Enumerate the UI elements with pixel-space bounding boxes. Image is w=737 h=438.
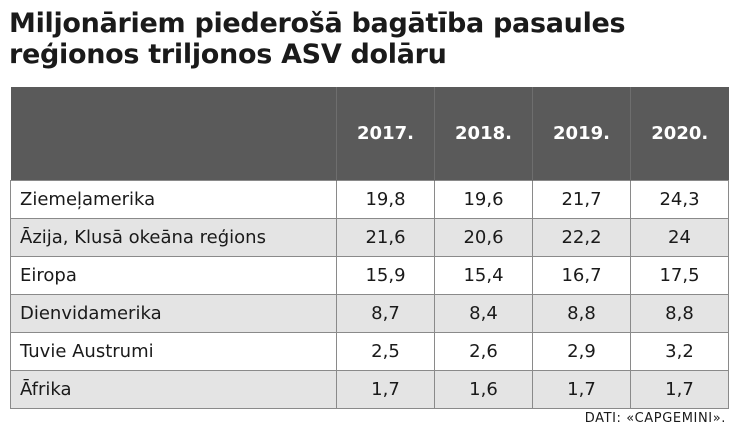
value-cell: 3,2	[630, 332, 729, 371]
value-cell: 15,9	[336, 256, 435, 295]
region-cell: Āfrika	[10, 370, 337, 409]
value-cell: 20,6	[434, 218, 533, 257]
value-cell: 2,9	[532, 332, 631, 371]
value-cell: 24	[630, 218, 729, 257]
value-cell: 1,6	[434, 370, 533, 409]
value-cell: 2,5	[336, 332, 435, 371]
value-cell: 19,6	[434, 180, 533, 219]
table-row: Āfrika 1,7 1,6 1,7 1,7	[10, 370, 729, 409]
table-row: Ziemeļamerika 19,8 19,6 21,7 24,3	[10, 180, 729, 219]
header-year-2020: 2020.	[630, 87, 729, 181]
value-cell: 16,7	[532, 256, 631, 295]
value-cell: 19,8	[336, 180, 435, 219]
value-cell: 21,6	[336, 218, 435, 257]
chart-title-line-1: Miljonāriem piederošā bagātība pasaules	[9, 8, 626, 39]
wealth-table: 2017. 2018. 2019. 2020. Ziemeļamerika 19…	[10, 87, 729, 409]
value-cell: 8,7	[336, 294, 435, 333]
table-row: Eiropa 15,9 15,4 16,7 17,5	[10, 256, 729, 295]
table-row: Āzija, Klusā okeāna reģions 21,6 20,6 22…	[10, 218, 729, 257]
value-cell: 8,4	[434, 294, 533, 333]
region-cell: Dienvidamerika	[10, 294, 337, 333]
table-row: Tuvie Austrumi 2,5 2,6 2,9 3,2	[10, 332, 729, 371]
value-cell: 24,3	[630, 180, 729, 219]
value-cell: 2,6	[434, 332, 533, 371]
region-cell: Eiropa	[10, 256, 337, 295]
value-cell: 17,5	[630, 256, 729, 295]
value-cell: 8,8	[532, 294, 631, 333]
header-year-2018: 2018.	[434, 87, 533, 181]
source-credit: DATI: «CAPGEMINI».	[584, 411, 726, 426]
value-cell: 8,8	[630, 294, 729, 333]
header-region	[10, 87, 337, 181]
header-year-2017: 2017.	[336, 87, 435, 181]
value-cell: 22,2	[532, 218, 631, 257]
value-cell: 1,7	[630, 370, 729, 409]
value-cell: 15,4	[434, 256, 533, 295]
region-cell: Ziemeļamerika	[10, 180, 337, 219]
region-cell: Tuvie Austrumi	[10, 332, 337, 371]
chart-title-line-2: reģionos triljonos ASV dolāru	[9, 39, 447, 70]
table-header-row: 2017. 2018. 2019. 2020.	[10, 87, 729, 181]
header-year-2019: 2019.	[532, 87, 631, 181]
value-cell: 1,7	[336, 370, 435, 409]
value-cell: 1,7	[532, 370, 631, 409]
table-row: Dienvidamerika 8,7 8,4 8,8 8,8	[10, 294, 729, 333]
region-cell: Āzija, Klusā okeāna reģions	[10, 218, 337, 257]
value-cell: 21,7	[532, 180, 631, 219]
chart-title: Miljonāriem piederošā bagātība pasaules …	[9, 8, 729, 70]
